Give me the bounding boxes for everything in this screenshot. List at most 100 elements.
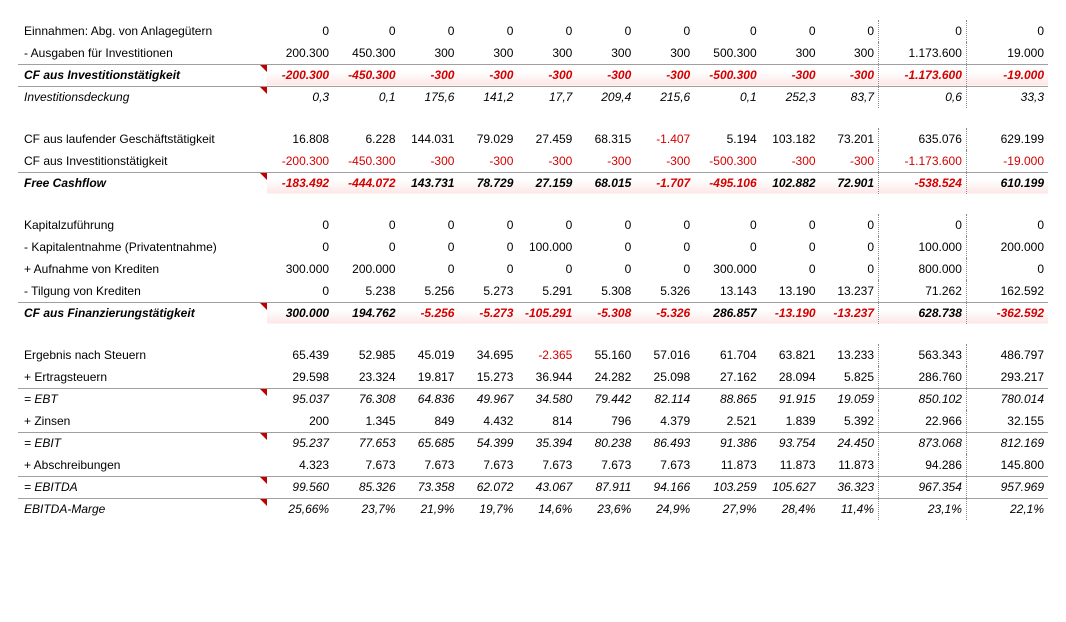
cell-value: -300 [576, 150, 635, 172]
cell-value: 13.237 [820, 280, 879, 302]
cell-value: 200.300 [267, 42, 333, 64]
cell-total: 563.343 [889, 344, 966, 366]
table-row: CF aus Investitionstätigkeit-200.300-450… [18, 64, 1048, 86]
cell-value: 91.386 [694, 432, 760, 454]
cell-value: 0 [761, 214, 820, 236]
cell-value: -300 [458, 64, 517, 86]
table-row: Free Cashflow-183.492-444.072143.73178.7… [18, 172, 1048, 194]
cell-value: 25,66% [267, 498, 333, 520]
cell-value: 27.159 [517, 172, 576, 194]
cell-value: 5.308 [576, 280, 635, 302]
cell-value: 13.233 [820, 344, 879, 366]
cell-value: 0 [267, 20, 333, 42]
row-label: = EBITDA [18, 476, 267, 498]
cell-value: 65.685 [400, 432, 459, 454]
cell-value: -5.308 [576, 302, 635, 324]
row-label: CF aus laufender Geschäftstätigkeit [18, 128, 267, 150]
cell-total: 71.262 [889, 280, 966, 302]
cell-value: -5.256 [400, 302, 459, 324]
cell-total: -1.173.600 [889, 64, 966, 86]
cell-value: 103.182 [761, 128, 820, 150]
cell-value: 73.358 [400, 476, 459, 498]
cell-value: 99.560 [267, 476, 333, 498]
cell-total: 780.014 [977, 388, 1048, 410]
cell-value: 0 [761, 20, 820, 42]
row-label: CF aus Investitionstätigkeit [18, 64, 267, 86]
indicator-marker-icon [260, 65, 267, 72]
table-row: - Tilgung von Krediten05.2385.2565.2735.… [18, 280, 1048, 302]
cell-value: 4.379 [635, 410, 694, 432]
cell-value: 57.016 [635, 344, 694, 366]
cell-value: 175,6 [400, 86, 459, 108]
cell-value: 7.673 [576, 454, 635, 476]
row-label: EBITDA-Marge [18, 498, 267, 520]
cell-total: 94.286 [889, 454, 966, 476]
cell-value: 0 [576, 258, 635, 280]
cell-value: -300 [576, 64, 635, 86]
cell-value: 7.673 [458, 454, 517, 476]
cell-value: 23,6% [576, 498, 635, 520]
indicator-marker-icon [260, 173, 267, 180]
cell-value: 300 [576, 42, 635, 64]
cell-value: 796 [576, 410, 635, 432]
cell-value: 73.201 [820, 128, 879, 150]
cell-value: 27.459 [517, 128, 576, 150]
cell-value: 0 [635, 20, 694, 42]
cell-total: 23,1% [889, 498, 966, 520]
cell-value: 27.162 [694, 366, 760, 388]
table-row [18, 108, 1048, 128]
table-row: CF aus Investitionstätigkeit-200.300-450… [18, 150, 1048, 172]
cell-value: 43.067 [517, 476, 576, 498]
cell-value: 0 [694, 214, 760, 236]
cell-value: 0 [517, 214, 576, 236]
table-row [18, 194, 1048, 214]
row-label: CF aus Finanzierungstätigkeit [18, 302, 267, 324]
table-row: = EBITDA99.56085.32673.35862.07243.06787… [18, 476, 1048, 498]
cell-value: 0 [517, 20, 576, 42]
cell-value: 79.029 [458, 128, 517, 150]
cell-total: 293.217 [977, 366, 1048, 388]
cell-total: 33,3 [977, 86, 1048, 108]
cell-value: 23,7% [333, 498, 399, 520]
cell-value: -300 [820, 150, 879, 172]
cell-total: 967.354 [889, 476, 966, 498]
cell-value: 11.873 [694, 454, 760, 476]
cell-value: 100.000 [517, 236, 576, 258]
cell-value: -200.300 [267, 150, 333, 172]
cell-value: 5.273 [458, 280, 517, 302]
table-row: CF aus Finanzierungstätigkeit300.000194.… [18, 302, 1048, 324]
cell-value: 23.324 [333, 366, 399, 388]
cell-value: -300 [517, 64, 576, 86]
cell-value: 0 [458, 236, 517, 258]
cell-total: 610.199 [977, 172, 1048, 194]
row-label: - Kapitalentnahme (Privatentnahme) [18, 236, 267, 258]
table-row: Kapitalzuführung000000000000 [18, 214, 1048, 236]
cell-value: -300 [635, 150, 694, 172]
cell-total: -538.524 [889, 172, 966, 194]
table-row: Investitionsdeckung0,30,1175,6141,217,72… [18, 86, 1048, 108]
cell-value: -200.300 [267, 64, 333, 86]
cell-value: 0 [333, 236, 399, 258]
table-row [18, 324, 1048, 344]
cell-value: 300.000 [694, 258, 760, 280]
cell-value: 200 [267, 410, 333, 432]
cell-value: 500.300 [694, 42, 760, 64]
cell-total: 850.102 [889, 388, 966, 410]
cell-value: -2.365 [517, 344, 576, 366]
cell-value: -444.072 [333, 172, 399, 194]
cell-value: 0 [761, 258, 820, 280]
cell-total: 22.966 [889, 410, 966, 432]
cell-value: 78.729 [458, 172, 517, 194]
cell-value: -105.291 [517, 302, 576, 324]
cell-value: 95.037 [267, 388, 333, 410]
cell-value: 7.673 [635, 454, 694, 476]
cell-total: 800.000 [889, 258, 966, 280]
cell-value: 4.432 [458, 410, 517, 432]
indicator-marker-icon [260, 433, 267, 440]
row-label: Kapitalzuführung [18, 214, 267, 236]
cell-value: 0 [458, 214, 517, 236]
cell-value: 36.944 [517, 366, 576, 388]
cell-total: 1.173.600 [889, 42, 966, 64]
table-row: + Aufnahme von Krediten300.000200.000000… [18, 258, 1048, 280]
cell-value: 0 [267, 280, 333, 302]
